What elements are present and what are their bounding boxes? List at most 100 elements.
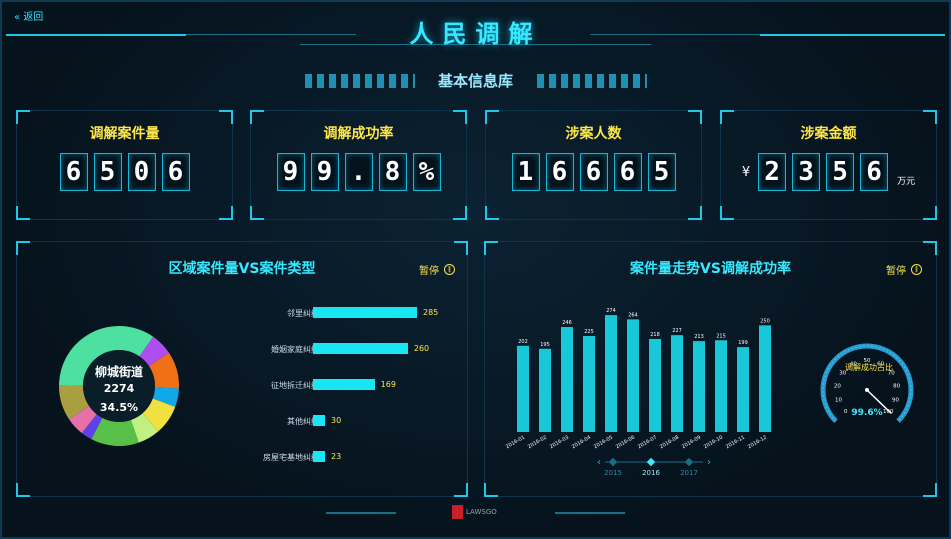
donut-segment[interactable] bbox=[130, 413, 159, 443]
donut-segment[interactable] bbox=[139, 336, 169, 367]
left-pause-button[interactable]: 暂停 ‖ bbox=[419, 262, 455, 277]
trend-bar[interactable] bbox=[561, 327, 573, 432]
back-label: 返回 bbox=[23, 12, 44, 23]
digit: 5 bbox=[647, 153, 676, 191]
stat-digits: 1 6 6 6 5 bbox=[486, 153, 701, 191]
trend-bar-category: 2016-11 bbox=[725, 435, 746, 451]
stat-digits: 6 5 0 6 bbox=[17, 153, 232, 191]
year-marker[interactable] bbox=[646, 457, 656, 467]
digit: 6 bbox=[579, 153, 608, 191]
donut-segment[interactable] bbox=[152, 387, 179, 407]
digit: 8 bbox=[378, 153, 407, 191]
year-label[interactable]: 2016 bbox=[642, 469, 660, 477]
trend-bar[interactable] bbox=[605, 315, 617, 432]
case-type-bar[interactable] bbox=[313, 307, 417, 318]
gauge-tick-label: 10 bbox=[835, 397, 842, 403]
stat-digits: ¥ 2 3 5 6 万元 bbox=[721, 153, 936, 191]
trend-bar-category: 2016-09 bbox=[681, 435, 702, 451]
trend-bar-value: 213 bbox=[694, 334, 704, 340]
gauge-tick-label: 40 bbox=[850, 361, 857, 367]
donut-center-name: 柳城街道 bbox=[95, 364, 143, 379]
donut-segment[interactable] bbox=[81, 414, 103, 440]
trend-bar[interactable] bbox=[693, 341, 705, 432]
year-label[interactable]: 2015 bbox=[604, 469, 622, 477]
year-marker[interactable] bbox=[684, 457, 694, 467]
bar-value: 30 bbox=[331, 416, 342, 425]
trend-bar-value: 215 bbox=[716, 333, 726, 339]
gauge-tick-label: 50 bbox=[864, 358, 871, 364]
trend-bar[interactable] bbox=[671, 335, 683, 432]
trend-bar[interactable] bbox=[627, 319, 639, 432]
gauge-tick-label: 60 bbox=[877, 361, 884, 367]
digit: 0 bbox=[127, 153, 156, 191]
header-line-right-2 bbox=[590, 34, 760, 35]
trend-bar[interactable] bbox=[715, 340, 727, 432]
header-line-right bbox=[760, 34, 945, 36]
footer-logo-text: LAWSGO bbox=[466, 508, 497, 516]
trend-bar[interactable] bbox=[583, 336, 595, 432]
trend-bar[interactable] bbox=[539, 348, 551, 432]
donut-segment[interactable] bbox=[59, 326, 154, 386]
year-marker[interactable] bbox=[608, 457, 618, 467]
header-line-left-2 bbox=[186, 34, 356, 35]
currency-prefix: ¥ bbox=[741, 164, 751, 180]
next-year-chevron-icon[interactable]: › bbox=[707, 457, 711, 468]
trend-bar[interactable] bbox=[517, 345, 529, 432]
digit: 2 bbox=[758, 153, 787, 191]
bar-label: 婚姻家庭纠纷 bbox=[271, 345, 319, 354]
left-panel-title: 区域案件量VS案件类型 bbox=[168, 261, 316, 277]
gauge-tick-label: 0 bbox=[844, 409, 848, 415]
stat-card-cases: 调解案件量 6 5 0 6 bbox=[16, 110, 233, 220]
gauge-tick-label: 100 bbox=[883, 409, 894, 415]
trend-bar-category: 2016-03 bbox=[549, 435, 570, 451]
donut-segment[interactable] bbox=[59, 385, 90, 420]
back-button[interactable]: « 返回 bbox=[14, 8, 43, 23]
digit: 6 bbox=[545, 153, 574, 191]
subtitle-stripes-right bbox=[537, 74, 647, 88]
trend-bar[interactable] bbox=[759, 325, 771, 432]
gauge-tick-label: 30 bbox=[839, 370, 846, 376]
trend-bar[interactable] bbox=[737, 347, 749, 432]
bar-label: 征地拆迁纠纷 bbox=[271, 381, 319, 390]
donut-center-count: 2274 bbox=[104, 382, 135, 395]
trend-bar-category: 2016-12 bbox=[747, 435, 768, 451]
gauge-tick-label: 20 bbox=[834, 383, 841, 389]
donut-segment[interactable] bbox=[148, 352, 179, 389]
digit: . bbox=[344, 153, 373, 191]
trend-bar[interactable] bbox=[649, 338, 661, 432]
case-type-bar[interactable] bbox=[313, 451, 325, 462]
trend-bar-category: 2016-01 bbox=[505, 435, 526, 451]
bar-label: 其他纠纷 bbox=[287, 417, 319, 426]
right-panel-title: 案件量走势VS调解成功率 bbox=[630, 261, 791, 277]
stat-label: 涉案金额 bbox=[800, 126, 857, 142]
trend-bar-category: 2016-10 bbox=[703, 435, 724, 451]
pause-label: 暂停 bbox=[419, 266, 439, 277]
trend-bar-category: 2016-07 bbox=[637, 435, 658, 451]
pause-label: 暂停 bbox=[886, 266, 906, 277]
donut-segment[interactable] bbox=[91, 417, 139, 446]
case-type-bar[interactable] bbox=[313, 415, 325, 426]
case-type-bar[interactable] bbox=[313, 379, 375, 390]
donut-hole bbox=[83, 350, 155, 422]
digit: 6 bbox=[613, 153, 642, 191]
digit: 3 bbox=[792, 153, 821, 191]
digit: % bbox=[412, 153, 441, 191]
case-type-bar[interactable] bbox=[313, 343, 408, 354]
donut-segment[interactable] bbox=[69, 405, 97, 434]
right-pause-button[interactable]: 暂停 ‖ bbox=[886, 262, 922, 277]
trend-bar-value: 227 bbox=[672, 328, 682, 334]
stat-card-success-rate: 调解成功率 9 9 . 8 % bbox=[250, 110, 467, 220]
left-panel: 区域案件量VS案件类型 暂停 ‖ 柳城街道 2274 34.5% 邻里纠纷 285… bbox=[16, 241, 468, 497]
stat-label: 涉案人数 bbox=[565, 126, 622, 142]
donut-segment[interactable] bbox=[142, 398, 176, 432]
digit: 9 bbox=[276, 153, 305, 191]
stat-label: 调解成功率 bbox=[323, 126, 394, 142]
donut-center-percent: 34.5% bbox=[100, 401, 138, 414]
stat-card-amount: 涉案金额 ¥ 2 3 5 6 万元 bbox=[720, 110, 937, 220]
year-label[interactable]: 2017 bbox=[680, 469, 698, 477]
bar-value: 260 bbox=[413, 344, 430, 353]
trend-bar-category: 2016-04 bbox=[571, 435, 592, 451]
gauge-label: 调解成功占比 bbox=[845, 362, 893, 372]
prev-year-chevron-icon[interactable]: ‹ bbox=[597, 457, 601, 468]
